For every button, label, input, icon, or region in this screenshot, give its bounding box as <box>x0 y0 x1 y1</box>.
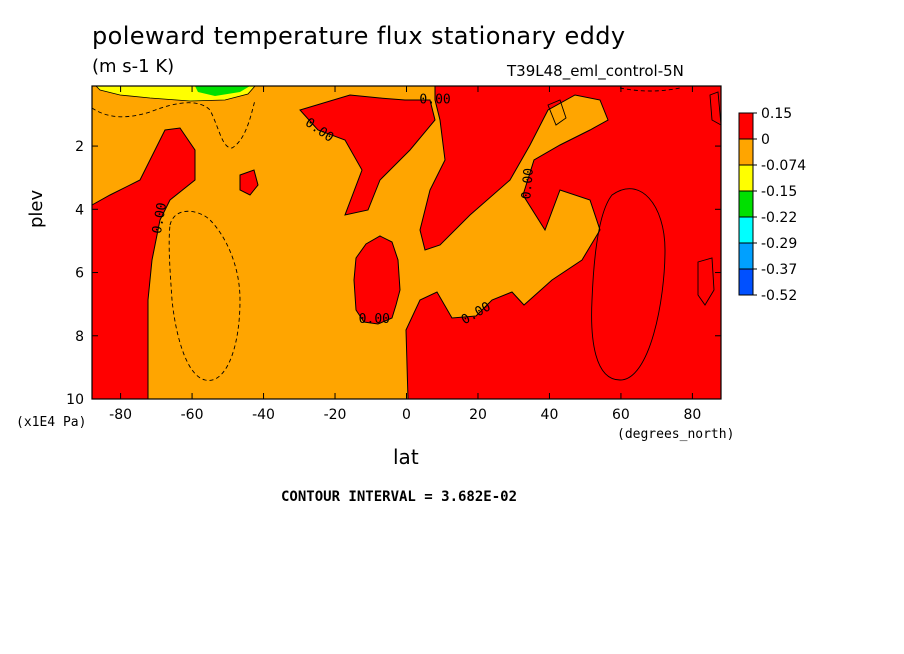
colorbar-label: 0.15 <box>761 106 792 122</box>
positive-region-center <box>353 235 401 325</box>
chart-title: poleward temperature flux stationary edd… <box>92 22 626 50</box>
colorbar-swatch <box>738 164 754 192</box>
y-tick-label: 8 <box>75 329 84 345</box>
contour-label: 0.00 <box>150 201 170 234</box>
x-tick-label: 20 <box>469 407 487 423</box>
y-tick-label: 10 <box>66 392 84 408</box>
contour-interval-label: CONTOUR INTERVAL = 3.682E-02 <box>281 489 518 505</box>
colorbar-label: -0.22 <box>761 210 797 226</box>
x-axis-units: (degrees_north) <box>617 427 735 442</box>
x-tick-label: -80 <box>109 407 132 423</box>
y-tick-label: 2 <box>75 139 84 155</box>
contour-label: 0.00 <box>419 92 450 107</box>
y-tick-label: 6 <box>75 266 84 282</box>
positive-region-patch <box>239 169 259 196</box>
colorbar-label: 0 <box>761 132 770 148</box>
x-tick-label: -60 <box>181 407 204 423</box>
negative-contours <box>91 87 681 381</box>
colorbar: 0.15 0 -0.074 -0.15 -0.22 -0.29 -0.37 -0.52 <box>738 106 806 304</box>
x-tick-label: 0 <box>402 407 411 423</box>
colorbar-swatch <box>738 112 754 140</box>
x-axis-ticks: -80 -60 -40 -20 0 20 40 60 80 <box>109 86 701 423</box>
x-tick-label: -20 <box>324 407 347 423</box>
colorbar-label: -0.29 <box>761 236 797 252</box>
y-axis-units: (x1E4 Pa) <box>16 415 87 430</box>
x-tick-label: 40 <box>541 407 559 423</box>
x-tick-label: 60 <box>612 407 630 423</box>
positive-region-west <box>91 127 196 400</box>
strongest-negative-region <box>195 86 250 96</box>
units-label: (m s-1 K) <box>92 56 175 77</box>
contour-label: 0.00 <box>359 312 390 327</box>
positive-region-east <box>405 85 722 400</box>
colorbar-swatch <box>738 268 754 296</box>
x-tick-label: 80 <box>683 407 701 423</box>
x-axis-label: lat <box>393 445 419 469</box>
dataset-label: T39L48_eml_control-5N <box>507 62 684 80</box>
x-tick-label: -40 <box>252 407 275 423</box>
colorbar-label: -0.52 <box>761 288 797 304</box>
colorbar-label: -0.37 <box>761 262 797 278</box>
colorbar-label: -0.15 <box>761 184 797 200</box>
colorbar-label: -0.074 <box>761 158 806 174</box>
colorbar-swatch <box>738 242 754 270</box>
colorbar-swatch <box>738 216 754 244</box>
contour-label: 0.00 <box>519 167 537 200</box>
colorbar-swatch <box>738 190 754 218</box>
colorbar-swatch <box>738 138 754 166</box>
y-axis-ticks: 2 4 6 8 10 <box>66 139 721 408</box>
positive-region-hook <box>299 94 436 216</box>
y-tick-label: 4 <box>75 202 84 218</box>
